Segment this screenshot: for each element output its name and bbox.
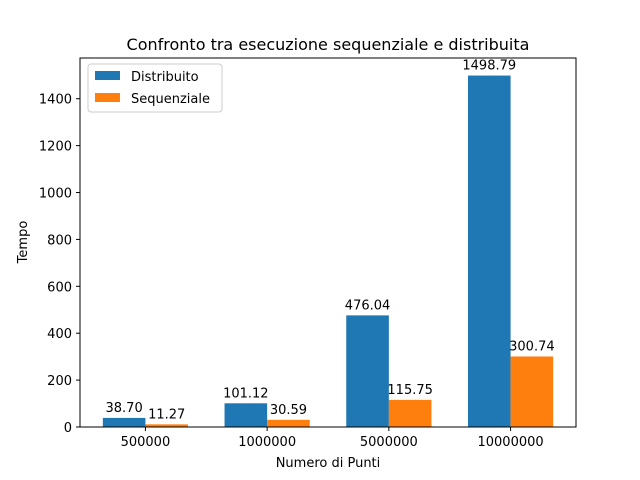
y-tick-label: 1400	[39, 93, 72, 108]
bar-sequenziale	[388, 399, 432, 427]
plot-frame	[79, 57, 577, 428]
bar-value-label: 300.74	[509, 339, 555, 354]
bar-value-label: 115.75	[387, 383, 433, 398]
x-tick-label: 1000000	[238, 435, 296, 450]
legend-swatch	[95, 93, 120, 102]
bar-distribuito	[346, 315, 389, 427]
bar-sequenziale	[145, 424, 189, 427]
bar-distribuito	[102, 417, 146, 427]
bar-value-label: 476.04	[345, 298, 391, 313]
legend-label: Distribuito	[131, 70, 199, 85]
y-tick-label: 1200	[39, 140, 72, 155]
bar-value-label: 1498.79	[462, 59, 516, 74]
x-tick-label: 500000	[121, 435, 171, 450]
bar-value-label: 101.12	[223, 386, 269, 401]
y-tick-label: 600	[47, 280, 72, 295]
legend-swatch	[95, 71, 120, 80]
y-tick-label: 800	[47, 233, 72, 248]
x-tick-label: 10000000	[477, 435, 543, 450]
y-tick-label: 400	[47, 327, 72, 342]
bar-sequenziale	[267, 419, 310, 427]
plot-area: 38.70 101.12 476.04 1498.79 11.27 30.59 115.75…	[39, 57, 577, 450]
bar-value-label: 30.59	[270, 403, 307, 418]
legend-box	[87, 63, 223, 113]
bar-value-label: 38.70	[106, 401, 143, 416]
legend-label: Sequenziale	[131, 92, 210, 107]
chart-title: Confronto tra esecuzione sequenziale e d…	[127, 35, 530, 54]
bar-distribuito	[224, 403, 268, 427]
bar-distribuito	[467, 75, 511, 427]
x-axis-label: Numero di Punti	[276, 456, 381, 471]
bar-sequenziale	[510, 356, 554, 427]
y-tick-label: 0	[64, 421, 72, 436]
y-axis-label: Tempo	[16, 221, 31, 265]
x-tick-label: 5000000	[360, 435, 418, 450]
bar-value-label: 11.27	[148, 407, 185, 422]
y-tick-label: 1000	[39, 187, 72, 202]
y-tick-label: 200	[47, 374, 72, 389]
